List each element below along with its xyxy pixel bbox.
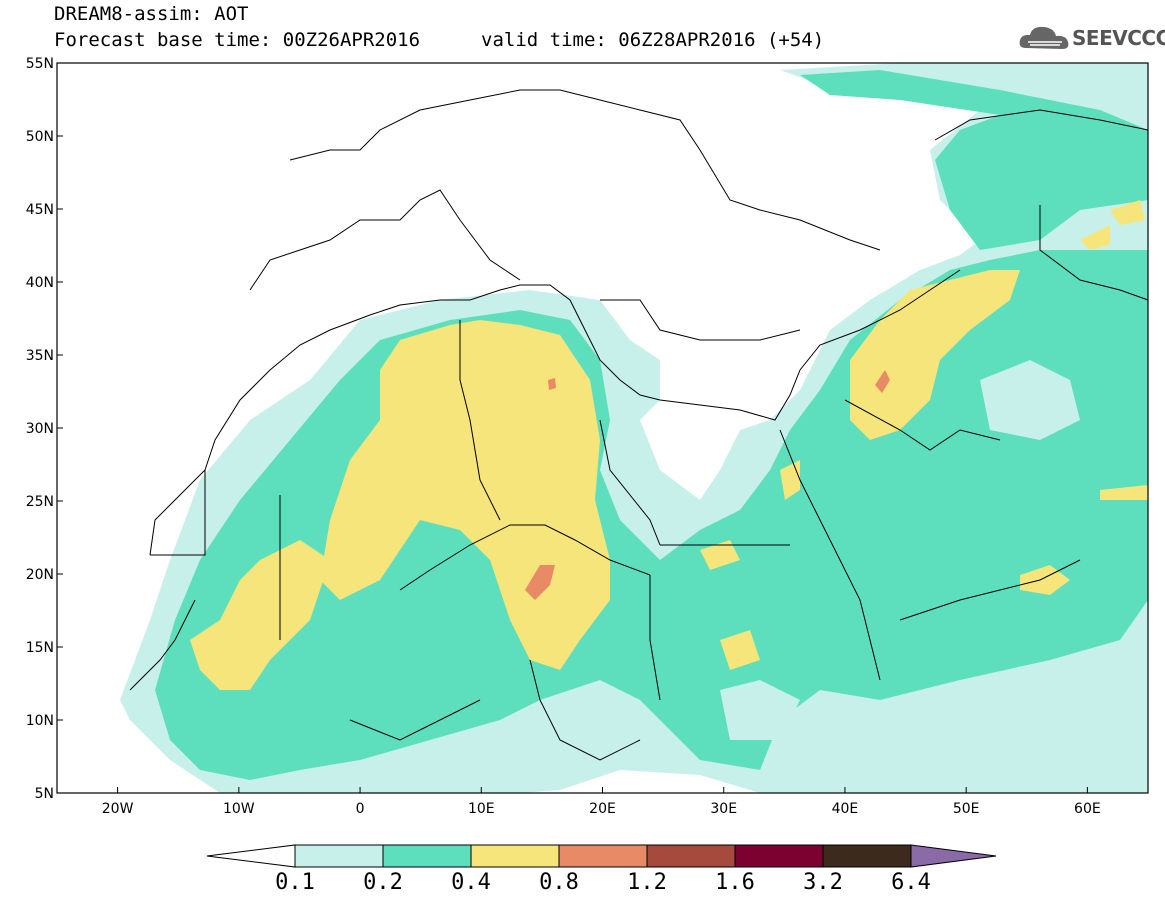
lon-tick-label: 0 — [356, 801, 365, 817]
lat-tick-label: 30N — [26, 421, 54, 437]
colorbar-segment — [734, 844, 824, 868]
lon-tick-label: 60E — [1074, 801, 1101, 817]
aot-level-0.8-fill — [525, 370, 890, 600]
lon-tick-label: 10W — [223, 801, 255, 817]
colorbar-segment — [558, 844, 648, 868]
aot-low-patches — [720, 360, 1080, 740]
lat-tick-label: 40N — [26, 275, 54, 291]
lon-tick-label: 30E — [710, 801, 737, 817]
lon-tick-label: 10E — [468, 801, 495, 817]
colorbar-level-label: 1.6 — [715, 870, 755, 895]
lat-tick-label: 55N — [26, 56, 54, 72]
colorbar-segment — [822, 844, 912, 868]
colorbar-level-label: 0.4 — [451, 870, 491, 895]
lat-tick-label: 50N — [26, 129, 54, 145]
colorbar-segment — [646, 844, 736, 868]
colorbar-level-label: 6.4 — [891, 870, 931, 895]
lat-tick-label: 25N — [26, 494, 54, 510]
colorbar-level-label: 0.8 — [539, 870, 579, 895]
lat-tick-label: 5N — [35, 786, 54, 802]
colorbar-segment — [470, 844, 560, 868]
map-area — [57, 63, 1149, 793]
coastlines-and-borders — [129, 89, 1149, 761]
seevccc-logo: SEEVCCC — [1018, 22, 1165, 54]
colorbar: 0.1 0.2 0.4 0.8 1.2 1.6 3.2 6.4 — [206, 844, 997, 895]
colorbar-level-label: 3.2 — [803, 870, 843, 895]
colorbar-level-label: 1.2 — [627, 870, 667, 895]
forecast-base-time: Forecast base time: 00Z26APR2016 — [54, 29, 421, 51]
lon-tick-label: 20W — [102, 801, 134, 817]
colorbar-segment — [382, 844, 472, 868]
lat-tick-label: 20N — [26, 567, 54, 583]
colorbar-over-triangle — [910, 844, 997, 868]
colorbar-under-triangle — [206, 844, 296, 868]
lon-tick-label: 50E — [953, 801, 980, 817]
logo-text: SEEVCCC — [1072, 26, 1165, 50]
lon-tick-label: 40E — [832, 801, 859, 817]
colorbar-level-label: 0.1 — [275, 870, 315, 895]
colorbar-segment — [294, 844, 384, 868]
lat-tick-label: 45N — [26, 202, 54, 218]
latitude-axis: 55N 50N 45N 40N 35N 30N 25N 20N 15N 10N 5N — [26, 56, 63, 802]
lon-tick-label: 20E — [589, 801, 616, 817]
colorbar-level-label: 0.2 — [363, 870, 403, 895]
lat-tick-label: 10N — [26, 713, 54, 729]
lat-tick-label: 15N — [26, 640, 54, 656]
cloud-logo-icon — [1019, 26, 1069, 49]
longitude-axis: 20W 10W 0 10E 20E 30E 40E 50E 60E — [102, 787, 1101, 817]
valid-time: valid time: 06Z28APR2016 (+54) — [481, 29, 825, 51]
lat-tick-label: 35N — [26, 348, 54, 364]
chart-title: DREAM8-assim: AOT — [54, 3, 249, 25]
